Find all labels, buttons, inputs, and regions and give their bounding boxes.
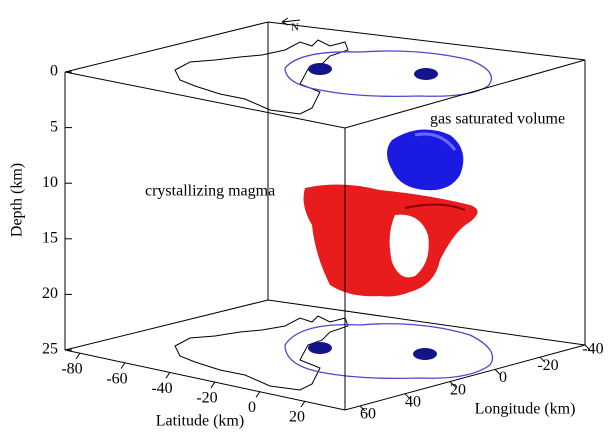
magma-body: [304, 184, 478, 296]
depth-tick-label: 20: [42, 285, 58, 302]
north-label: N: [291, 22, 299, 34]
longitude-tick-label: 60: [360, 406, 376, 423]
longitude-tick-label: 0: [499, 369, 507, 386]
tick-mark: [301, 401, 305, 407]
tick-mark: [121, 363, 125, 369]
depth-tick-label: 0: [50, 63, 58, 80]
latitude-tick-label: -80: [61, 361, 82, 378]
annotation: gas saturated volume: [430, 111, 565, 128]
longitude-tick-label: -20: [537, 357, 558, 374]
bottom-map: [175, 316, 493, 390]
labels: gas saturated volume crystallizing magma…: [9, 111, 576, 430]
latitude-tick-label: 20: [289, 409, 305, 426]
latitude-tick-label: -20: [196, 389, 217, 406]
longitude-tick-label: -40: [582, 341, 603, 358]
latitude-tick-label: -60: [106, 370, 127, 387]
depth-tick-label: 10: [42, 174, 58, 191]
longitude-tick-label: 20: [450, 381, 466, 398]
latitude-tick-label: 0: [248, 399, 256, 416]
depth-tick-label: 25: [42, 341, 58, 358]
gas-body: [387, 130, 463, 191]
latitude-tick-label: -40: [151, 380, 172, 397]
tick-mark: [166, 372, 170, 378]
depth-tick-label: 15: [42, 229, 58, 246]
figure: N gas saturated volume crystallizing mag…: [0, 0, 609, 436]
tick-mark: [256, 391, 260, 397]
axis-label: Depth (km): [9, 163, 26, 237]
annotation: crystallizing magma: [145, 183, 275, 200]
tick-mark: [76, 353, 80, 359]
longitude-tick-label: 40: [405, 393, 421, 410]
axis-label: Latitude (km): [156, 413, 244, 430]
depth-tick-label: 5: [50, 118, 58, 135]
tick-mark: [211, 382, 215, 388]
axis-label: Longitude (km): [475, 401, 576, 418]
